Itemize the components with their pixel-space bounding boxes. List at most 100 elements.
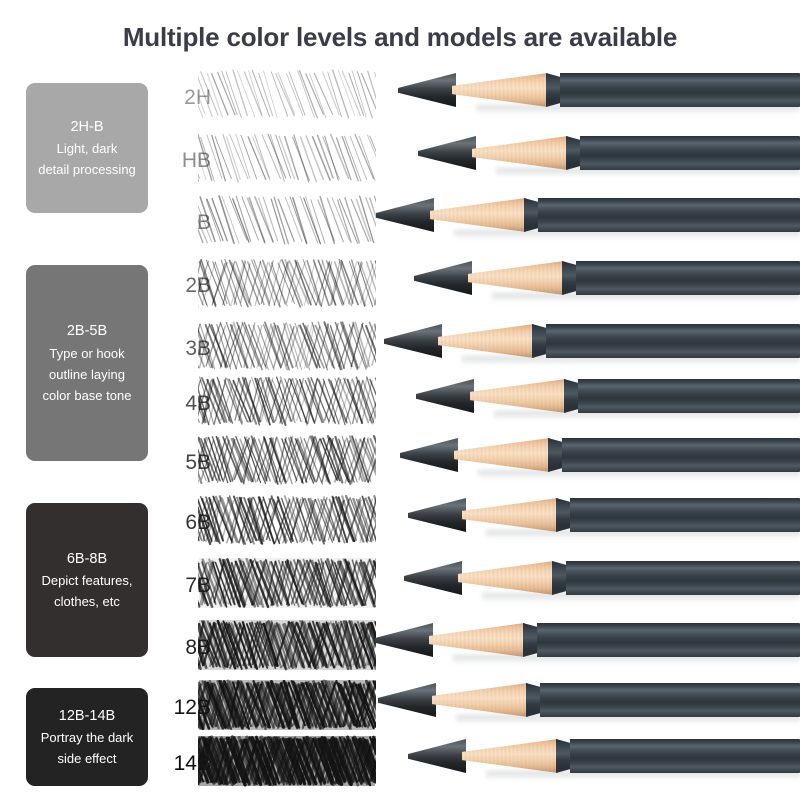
swatch-hatching — [198, 195, 376, 245]
pencil-collar — [564, 379, 580, 413]
grade-label-2h: 2H — [184, 86, 211, 109]
pencil-collar — [566, 136, 582, 170]
pencil-wood-cone — [429, 623, 525, 657]
graphite-swatch — [198, 619, 376, 671]
pencil-3b — [384, 324, 800, 365]
pencil-wood-cone — [430, 198, 526, 232]
graphite-swatch — [198, 434, 376, 486]
category-card: 6B-8B Depict features, clothes, etc — [26, 503, 148, 657]
graphite-swatch — [198, 68, 376, 120]
pencil-collar — [523, 623, 539, 657]
pencil-8b — [375, 623, 800, 664]
pencil-wood-grain — [452, 73, 548, 107]
pencil-barrel — [562, 438, 800, 472]
graphite-swatch — [198, 132, 376, 184]
pencil-wood-grain — [462, 739, 558, 773]
category-description-line: detail processing — [38, 162, 136, 178]
category-description-line: color base tone — [42, 387, 132, 403]
pencil-collar — [548, 438, 564, 472]
pencil-lead-tip — [404, 561, 462, 595]
grade-label-2b: 2B — [185, 274, 211, 297]
pencil-6b — [408, 498, 800, 539]
pencil-wood-cone — [462, 498, 558, 532]
pencil-shadow — [478, 470, 800, 479]
pencil-lead-tip — [408, 739, 466, 773]
category-range-label: 2B-5B — [66, 323, 108, 340]
pencil-hb — [418, 136, 800, 177]
pencil-collar — [524, 198, 540, 232]
pencil-shadow — [462, 356, 800, 365]
pencil-collar — [556, 498, 572, 532]
pencil-lead-tip — [376, 198, 434, 232]
graphite-swatch — [198, 257, 376, 309]
grade-label-3b: 3B — [185, 337, 211, 360]
pencil-lead-tip — [375, 623, 433, 657]
pencil-wood-grain — [454, 438, 550, 472]
swatch-hatching — [198, 679, 376, 731]
pencil-barrel — [570, 739, 800, 773]
pencil-wood-grain — [472, 136, 568, 170]
graphite-swatch — [198, 679, 376, 731]
pencil-lead-tip — [384, 324, 442, 358]
grade-label-7b: 7B — [155, 575, 211, 596]
pencil-barrel — [580, 136, 800, 170]
pencil-shadow — [486, 771, 800, 780]
swatch-hatching — [198, 133, 376, 183]
pencil-shadow — [482, 593, 800, 602]
pencil-shadow — [456, 715, 800, 724]
pencil-lead-tip — [398, 73, 456, 107]
pencil-shadow — [454, 230, 800, 239]
pencil-2h — [398, 73, 800, 114]
swatch-hatching — [198, 258, 376, 308]
pencil-barrel — [578, 379, 800, 413]
pencil-shadow — [492, 293, 800, 302]
category-description-line: side effect — [57, 751, 117, 767]
pencil-barrel — [560, 73, 800, 107]
pencil-7b — [404, 561, 800, 602]
pencil-barrel — [538, 198, 800, 232]
category-card: 2H-B Light, dark detail processing — [26, 83, 148, 213]
category-description-line: Depict features, — [41, 573, 133, 589]
pencil-wood-cone — [462, 739, 558, 773]
graphite-swatch — [198, 735, 376, 787]
category-range-label: 2H-B — [70, 118, 104, 135]
category-description-line: Light, dark — [56, 141, 118, 157]
pencil-lead-tip — [408, 498, 466, 532]
graphite-swatch — [198, 494, 376, 546]
pencil-lead-tip — [400, 438, 458, 472]
swatch-hatching — [198, 376, 376, 426]
pencil-shadow — [476, 105, 800, 114]
pencil-shadow — [494, 411, 800, 420]
swatch-hatching — [198, 69, 376, 119]
pencil-wood-grain — [470, 379, 566, 413]
category-range-label: 12B-14B — [58, 707, 116, 724]
swatch-hatching — [198, 735, 376, 787]
pencil-collar — [532, 324, 548, 358]
pencil-12b — [378, 683, 800, 724]
pencil-5b — [400, 438, 800, 479]
pencil-wood-grain — [430, 198, 526, 232]
page-title: Multiple color levels and models are ava… — [122, 22, 678, 52]
pencil-lead-tip — [378, 683, 436, 717]
swatch-hatching — [198, 619, 376, 671]
pencil-barrel — [566, 561, 800, 595]
pencil-wood-cone — [472, 136, 568, 170]
pencil-wood-grain — [468, 261, 564, 295]
pencil-collar — [562, 261, 578, 295]
pencil-collar — [546, 73, 562, 107]
pencil-wood-cone — [470, 379, 566, 413]
graphite-swatch — [198, 194, 376, 246]
pencil-wood-grain — [438, 324, 534, 358]
pencil-wood-cone — [458, 561, 554, 595]
pencil-barrel — [537, 623, 800, 657]
pencil-shadow — [486, 530, 800, 539]
pencil-2b — [414, 261, 800, 302]
pencil-barrel — [540, 683, 800, 717]
pencil-wood-cone — [452, 73, 548, 107]
swatch-hatching — [198, 321, 376, 371]
pencil-lead-tip — [418, 136, 476, 170]
graphite-swatch — [198, 557, 376, 609]
pencil-lead-tip — [416, 379, 474, 413]
pencil-wood-grain — [432, 683, 528, 717]
